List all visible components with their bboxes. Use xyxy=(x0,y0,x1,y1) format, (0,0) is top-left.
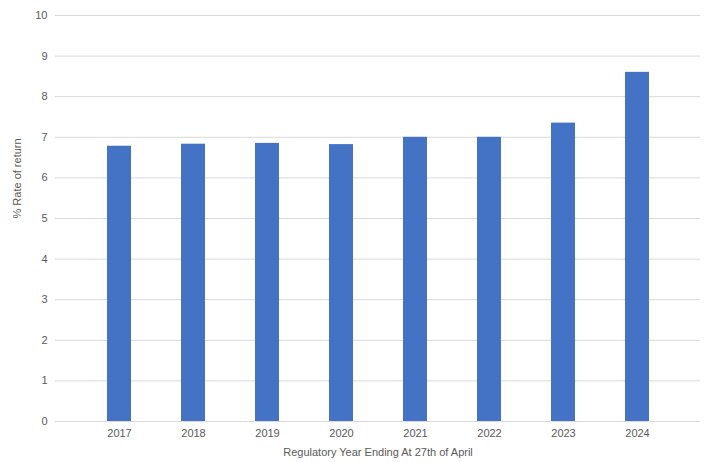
svg-text:2021: 2021 xyxy=(403,427,427,439)
svg-text:0: 0 xyxy=(41,415,47,427)
svg-text:6: 6 xyxy=(41,171,47,183)
svg-text:Regulatory Year Ending At 27th: Regulatory Year Ending At 27th of April xyxy=(283,446,473,458)
svg-text:3: 3 xyxy=(41,293,47,305)
svg-text:7: 7 xyxy=(41,131,47,143)
svg-text:9: 9 xyxy=(41,50,47,62)
svg-text:2018: 2018 xyxy=(181,427,205,439)
svg-text:2022: 2022 xyxy=(477,427,501,439)
svg-text:2019: 2019 xyxy=(255,427,279,439)
svg-text:10: 10 xyxy=(35,9,47,21)
svg-text:8: 8 xyxy=(41,90,47,102)
svg-text:2020: 2020 xyxy=(329,427,353,439)
svg-text:% Rate of return: % Rate of return xyxy=(11,138,23,218)
svg-text:2024: 2024 xyxy=(625,427,649,439)
svg-text:2: 2 xyxy=(41,334,47,346)
svg-text:5: 5 xyxy=(41,212,47,224)
svg-text:4: 4 xyxy=(41,253,47,265)
svg-text:2023: 2023 xyxy=(551,427,575,439)
svg-text:1: 1 xyxy=(41,374,47,386)
svg-text:2017: 2017 xyxy=(107,427,131,439)
